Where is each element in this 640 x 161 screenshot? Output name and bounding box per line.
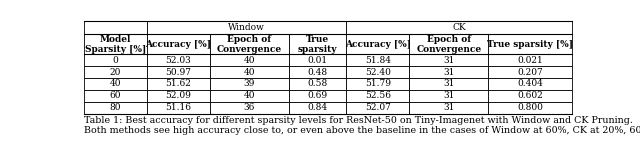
Bar (488, 34, 572, 54)
Text: Epoch of
Convergence: Epoch of Convergence (416, 35, 481, 54)
Bar (346, 21, 572, 34)
Bar (147, 102, 210, 114)
Bar (346, 54, 410, 66)
Text: 51.16: 51.16 (165, 103, 191, 112)
Text: Accuracy [%]: Accuracy [%] (345, 40, 411, 49)
Bar (410, 34, 488, 54)
Bar (289, 54, 346, 66)
Bar (84, 54, 147, 66)
Text: 31: 31 (443, 68, 454, 77)
Text: 60: 60 (109, 91, 121, 100)
Bar (289, 66, 346, 78)
Text: 40: 40 (244, 91, 255, 100)
Text: CK: CK (452, 23, 466, 32)
Bar (488, 90, 572, 102)
Text: Epoch of
Convergence: Epoch of Convergence (217, 35, 282, 54)
Bar (210, 66, 289, 78)
Text: 31: 31 (443, 56, 454, 65)
Text: 0.021: 0.021 (517, 56, 543, 65)
Bar (210, 54, 289, 66)
Bar (147, 90, 210, 102)
Text: 52.40: 52.40 (365, 68, 391, 77)
Text: True sparsity [%]: True sparsity [%] (487, 40, 573, 49)
Text: Model
Sparsity [%]: Model Sparsity [%] (85, 35, 146, 54)
Text: Accuracy [%]: Accuracy [%] (145, 40, 211, 49)
Bar (84, 66, 147, 78)
Bar (488, 66, 572, 78)
Bar (147, 66, 210, 78)
Text: 51.84: 51.84 (365, 56, 391, 65)
Text: 40: 40 (244, 56, 255, 65)
Bar (346, 34, 410, 54)
Bar (346, 90, 410, 102)
Bar (147, 21, 346, 34)
Text: 20: 20 (110, 68, 121, 77)
Text: 0.01: 0.01 (307, 56, 328, 65)
Bar (488, 102, 572, 114)
Bar (147, 54, 210, 66)
Bar (210, 78, 289, 90)
Text: True
sparsity: True sparsity (298, 35, 337, 54)
Text: 31: 31 (443, 80, 454, 89)
Text: 0.69: 0.69 (307, 91, 328, 100)
Text: 0.84: 0.84 (307, 103, 328, 112)
Bar (410, 90, 488, 102)
Text: 52.56: 52.56 (365, 91, 391, 100)
Text: 31: 31 (443, 91, 454, 100)
Text: 0.58: 0.58 (307, 80, 328, 89)
Text: 51.62: 51.62 (166, 80, 191, 89)
Text: 0.404: 0.404 (517, 80, 543, 89)
Text: 0: 0 (113, 56, 118, 65)
Text: 80: 80 (109, 103, 121, 112)
Bar (147, 78, 210, 90)
Bar (410, 54, 488, 66)
Text: 52.03: 52.03 (166, 56, 191, 65)
Text: 40: 40 (244, 68, 255, 77)
Bar (84, 78, 147, 90)
Bar (84, 102, 147, 114)
Bar (410, 102, 488, 114)
Bar (346, 102, 410, 114)
Text: 50.97: 50.97 (165, 68, 191, 77)
Bar (488, 78, 572, 90)
Bar (84, 90, 147, 102)
Bar (289, 78, 346, 90)
Text: 51.79: 51.79 (365, 80, 391, 89)
Text: 40: 40 (109, 80, 121, 89)
Bar (346, 66, 410, 78)
Bar (410, 78, 488, 90)
Text: Window: Window (228, 23, 265, 32)
Bar (84, 34, 147, 54)
Text: 52.07: 52.07 (365, 103, 391, 112)
Text: 0.48: 0.48 (307, 68, 328, 77)
Text: 39: 39 (244, 80, 255, 89)
Text: 31: 31 (443, 103, 454, 112)
Text: 0.800: 0.800 (517, 103, 543, 112)
Bar (410, 66, 488, 78)
Bar (84, 21, 147, 34)
Text: 0.602: 0.602 (517, 91, 543, 100)
Text: 36: 36 (244, 103, 255, 112)
Bar (488, 54, 572, 66)
Bar (210, 90, 289, 102)
Bar (147, 34, 210, 54)
Text: 52.09: 52.09 (166, 91, 191, 100)
Bar (210, 102, 289, 114)
Bar (346, 78, 410, 90)
Bar (289, 34, 346, 54)
Bar (210, 34, 289, 54)
Text: Table 1: Best accuracy for different sparsity levels for ResNet-50 on Tiny-Image: Table 1: Best accuracy for different spa… (84, 116, 640, 135)
Bar (289, 90, 346, 102)
Bar (289, 102, 346, 114)
Text: 0.207: 0.207 (517, 68, 543, 77)
